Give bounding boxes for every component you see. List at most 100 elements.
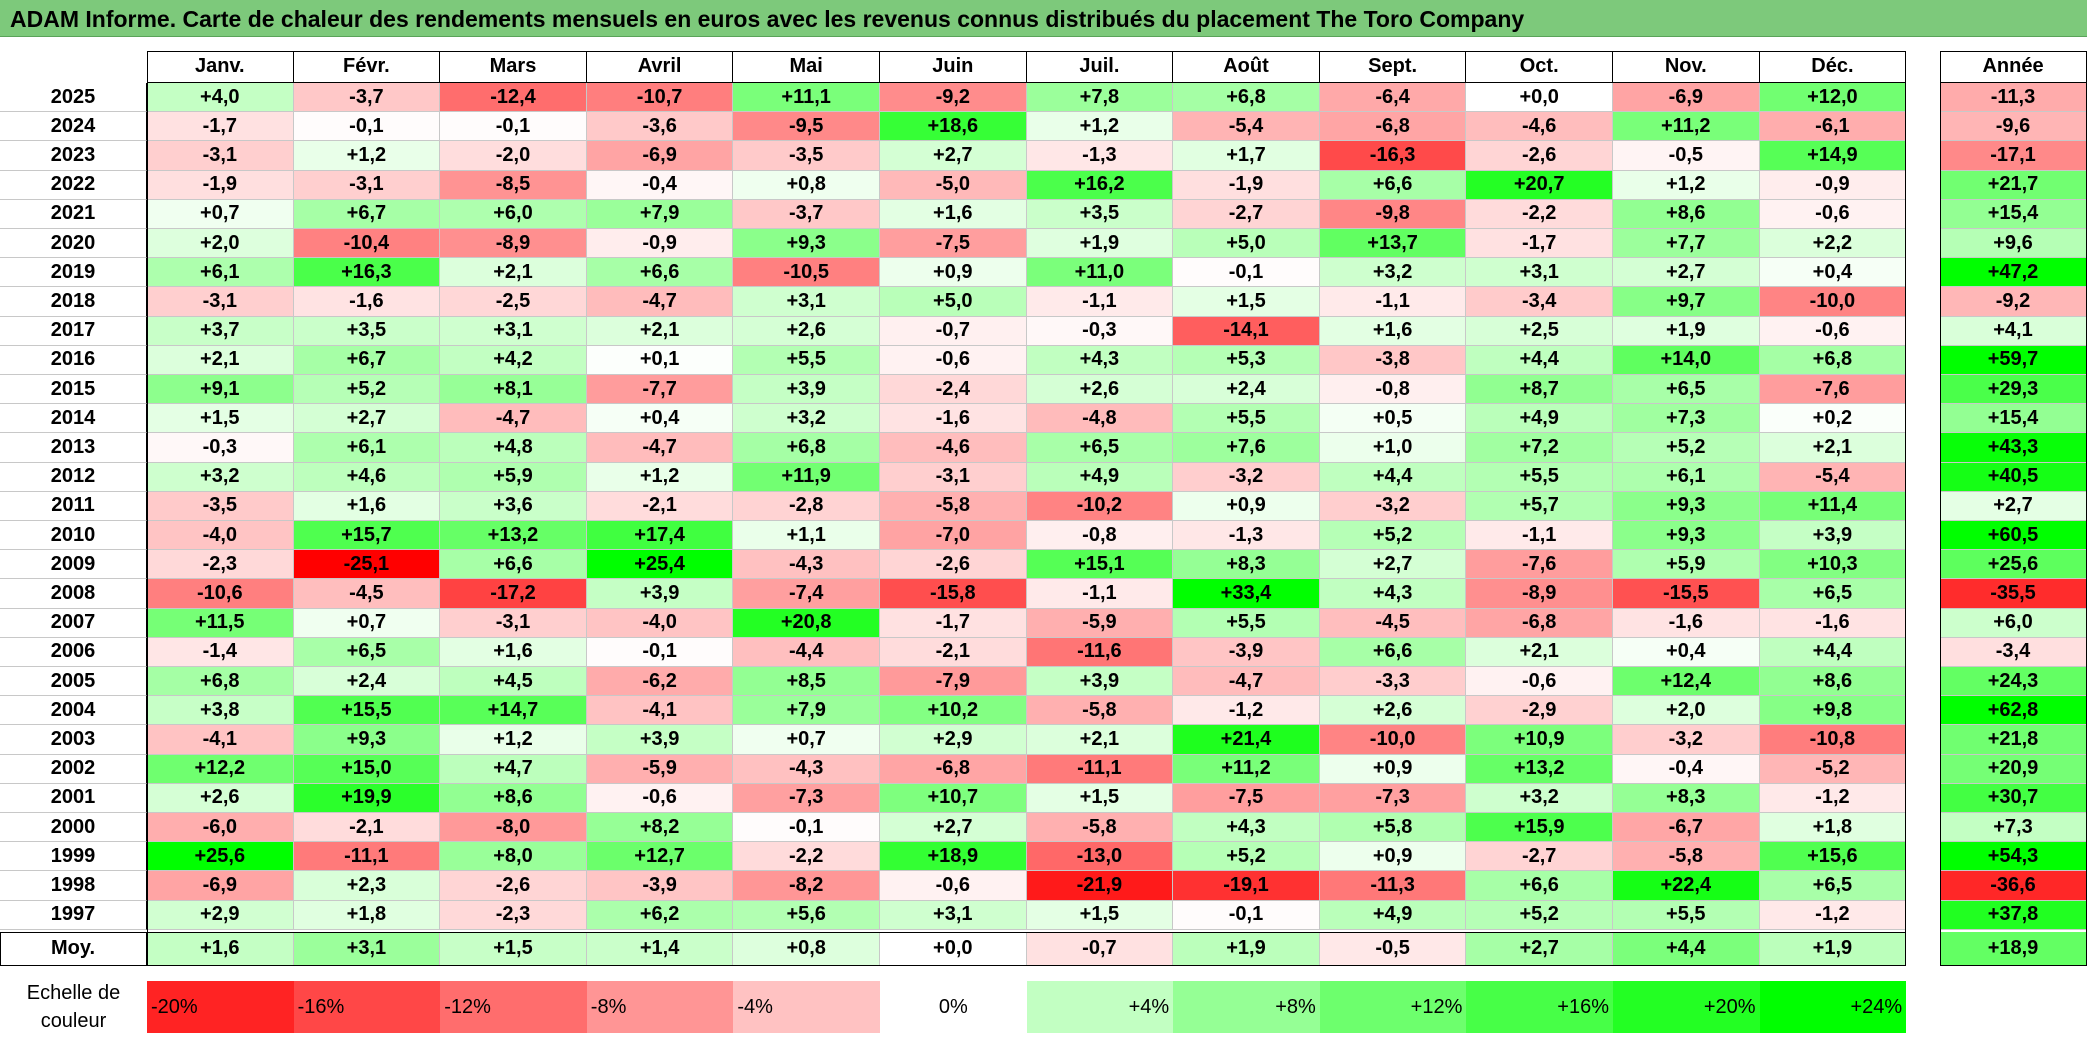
year-label: 2021 (0, 199, 147, 229)
heatmap-cell: -1,7 (1466, 229, 1613, 259)
year-label: 2016 (0, 345, 147, 375)
heatmap-cell: +13,2 (1466, 754, 1613, 784)
scale-stop: +24% (1759, 981, 1907, 1033)
heatmap-cell: +9,8 (1759, 696, 1907, 726)
heatmap-cell: -2,7 (1466, 842, 1613, 872)
heatmap-cell: +7,6 (1173, 433, 1320, 463)
heatmap-cell: -1,9 (147, 170, 294, 200)
heatmap-cell: +2,1 (586, 316, 734, 346)
average-cell: +4,4 (1613, 931, 1760, 966)
year-label: 1998 (0, 871, 147, 901)
heatmap-cell: +33,4 (1173, 579, 1320, 609)
heatmap-cell: +2,4 (293, 667, 441, 697)
heatmap-cell: +2,1 (1466, 637, 1613, 667)
heatmap-cell: +4,4 (1466, 345, 1613, 375)
heatmap-cell: +9,3 (1613, 521, 1760, 551)
heatmap-cell: -0,6 (1759, 199, 1907, 229)
heatmap-cell: +0,9 (1173, 491, 1320, 521)
heatmap-cell: -3,5 (147, 491, 294, 521)
heatmap-cell: -6,9 (1613, 83, 1760, 113)
heatmap-cell: +6,5 (1026, 433, 1174, 463)
heatmap-cell: -5,9 (586, 754, 734, 784)
annual-header: Année (1940, 51, 2087, 83)
heatmap-cell: +2,2 (1759, 229, 1907, 259)
heatmap-cell: +5,2 (293, 375, 441, 405)
heatmap-cell: +15,0 (293, 754, 441, 784)
heatmap-cell: -11,1 (293, 842, 441, 872)
heatmap-cell: -3,2 (1613, 725, 1760, 755)
scale-stop: -16% (293, 981, 441, 1033)
heatmap-cell: +6,7 (293, 345, 441, 375)
heatmap-cell: -4,7 (1173, 667, 1320, 697)
heatmap-cell: +8,6 (1759, 667, 1907, 697)
heatmap-cell: -13,0 (1026, 842, 1174, 872)
heatmap-cell: +11,2 (1173, 754, 1320, 784)
heatmap-cell: +0,7 (733, 725, 880, 755)
heatmap-cell: +3,7 (147, 316, 294, 346)
heatmap-cell: +16,2 (1026, 170, 1174, 200)
heatmap-cell: +19,9 (293, 783, 441, 813)
annual-cell: +60,5 (1940, 521, 2087, 551)
heatmap-cell: -15,8 (880, 579, 1027, 609)
heatmap-cell: +5,9 (1613, 550, 1760, 580)
heatmap-cell: -2,0 (440, 141, 587, 171)
heatmap-cell: +1,9 (1613, 316, 1760, 346)
title-bar: ADAM Informe. Carte de chaleur des rende… (0, 0, 2087, 37)
heatmap-cell: -1,9 (1173, 170, 1320, 200)
heatmap-cell: -0,4 (1613, 754, 1760, 784)
year-label: 2001 (0, 783, 147, 813)
annual-cell: +9,6 (1940, 229, 2087, 259)
year-label: 2008 (0, 579, 147, 609)
heatmap-cell: -6,2 (586, 667, 734, 697)
heatmap-cell: +10,9 (1466, 725, 1613, 755)
year-label: 2007 (0, 608, 147, 638)
heatmap-cell: +7,9 (586, 199, 734, 229)
heatmap-cell: -9,8 (1319, 199, 1467, 229)
heatmap-cell: -0,3 (1026, 316, 1174, 346)
heatmap-cell: +1,8 (293, 900, 441, 930)
heatmap-cell: -1,1 (1319, 287, 1467, 317)
heatmap-cell: -10,4 (293, 229, 441, 259)
heatmap-cell: +0,8 (733, 170, 880, 200)
heatmap-cell: +4,3 (1319, 579, 1467, 609)
heatmap-cell: +4,9 (1026, 462, 1174, 492)
heatmap-cell: -14,1 (1173, 316, 1320, 346)
heatmap-cell: -1,2 (1759, 783, 1907, 813)
heatmap-cell: -1,4 (147, 637, 294, 667)
heatmap-cell: -5,4 (1759, 462, 1907, 492)
heatmap-cell: -1,1 (1026, 579, 1174, 609)
heatmap-cell: +25,6 (147, 842, 294, 872)
heatmap-cell: +15,7 (293, 521, 441, 551)
heatmap-cell: +22,4 (1613, 871, 1760, 901)
heatmap-cell: +2,1 (440, 258, 587, 288)
heatmap-cell: +8,1 (440, 375, 587, 405)
heatmap-cell: -4,6 (880, 433, 1027, 463)
annual-cell: -3,4 (1940, 637, 2087, 667)
heatmap-cell: +6,6 (1319, 170, 1467, 200)
heatmap-cell: +5,5 (1613, 900, 1760, 930)
heatmap-cell: +3,2 (1466, 783, 1613, 813)
year-label: 2000 (0, 813, 147, 843)
average-cell: +1,9 (1173, 931, 1320, 966)
heatmap-cell: +8,6 (1613, 199, 1760, 229)
year-label: 2009 (0, 550, 147, 580)
heatmap-cell: +2,1 (1026, 725, 1174, 755)
heatmap-cell: -10,5 (733, 258, 880, 288)
heatmap-cell: -5,9 (1026, 608, 1174, 638)
heatmap-cell: +4,8 (440, 433, 587, 463)
heatmap-cell: +8,0 (440, 842, 587, 872)
year-label: 2004 (0, 696, 147, 726)
heatmap-cell: -3,1 (440, 608, 587, 638)
heatmap-cell: +0,1 (586, 345, 734, 375)
heatmap-cell: -0,1 (293, 112, 441, 142)
heatmap-cell: -0,6 (880, 871, 1027, 901)
heatmap-cell: -7,0 (880, 521, 1027, 551)
heatmap-cell: +6,5 (1759, 871, 1907, 901)
annual-cell: -9,6 (1940, 112, 2087, 142)
heatmap-cell: +1,9 (1026, 229, 1174, 259)
heatmap-cell: -2,6 (880, 550, 1027, 580)
heatmap-cell: +5,0 (1173, 229, 1320, 259)
heatmap-cell: -3,9 (1173, 637, 1320, 667)
heatmap-cell: +13,7 (1319, 229, 1467, 259)
heatmap-cell: -4,0 (586, 608, 734, 638)
